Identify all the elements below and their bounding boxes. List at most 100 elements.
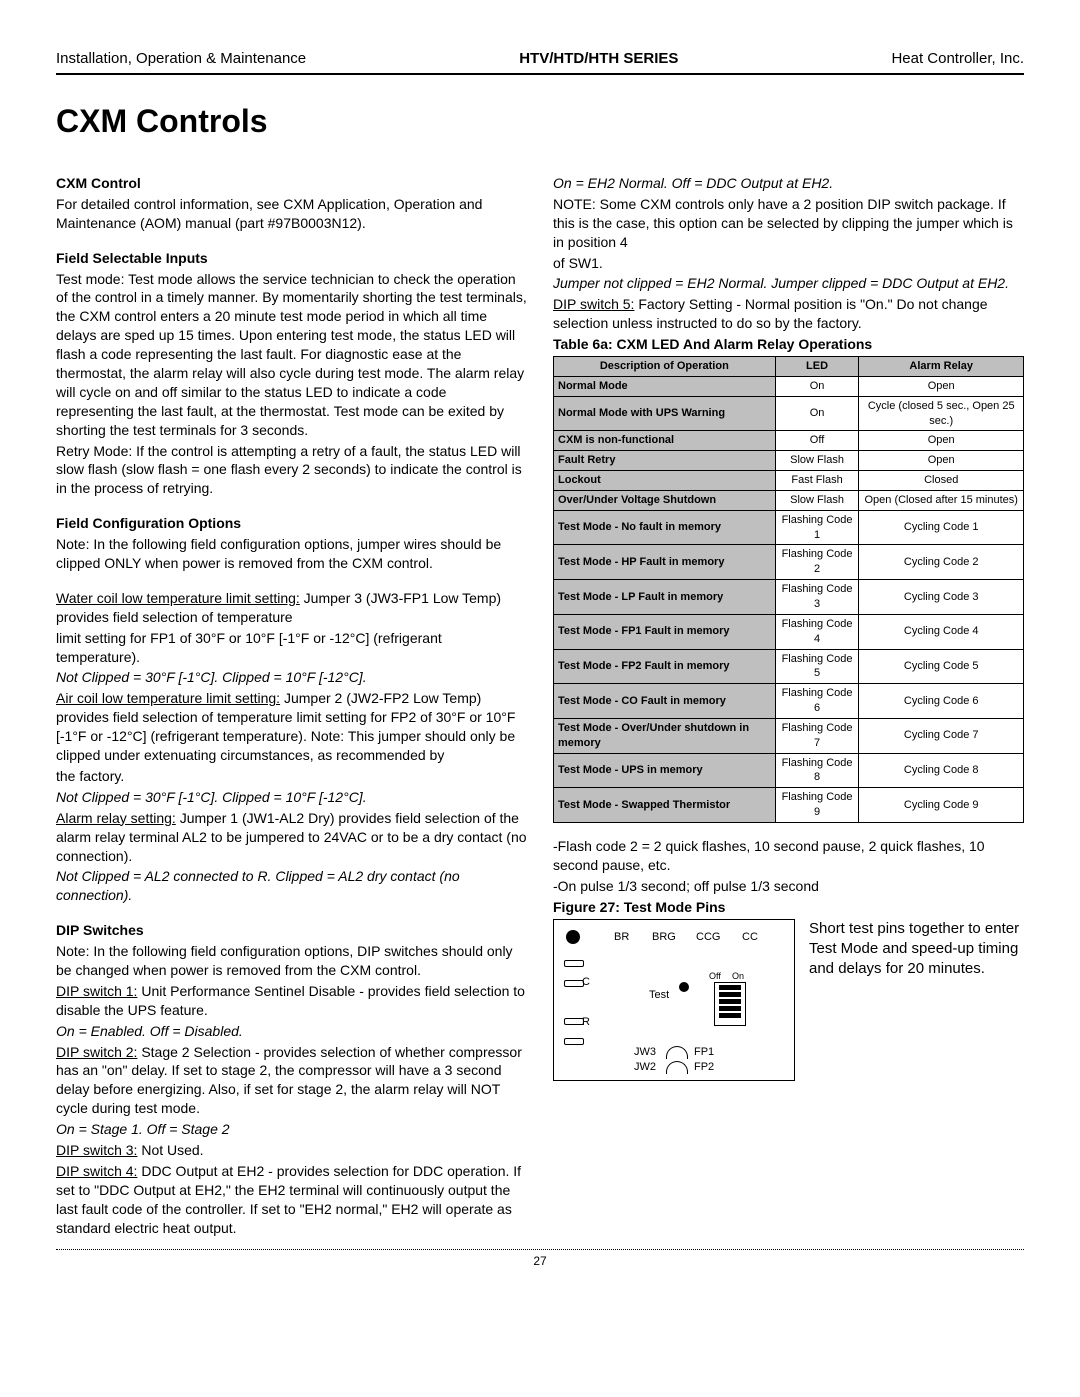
table-cell: Test Mode - FP1 Fault in memory	[554, 614, 776, 649]
italic-text: On = EH2 Normal. Off = DDC Output at EH2…	[553, 174, 1024, 193]
table-row: Over/Under Voltage ShutdownSlow FlashOpe…	[554, 490, 1024, 510]
table-cell: Flashing Code 6	[775, 684, 859, 719]
right-column: On = EH2 Normal. Off = DDC Output at EH2…	[553, 174, 1024, 1239]
text: -Flash code 2 = 2 quick flashes, 10 seco…	[553, 837, 1024, 875]
table-cell: On	[775, 396, 859, 431]
table-cell: Flashing Code 9	[775, 788, 859, 823]
table-row: Test Mode - UPS in memoryFlashing Code 8…	[554, 753, 1024, 788]
header-center: HTV/HTD/HTH SERIES	[519, 50, 678, 67]
table-header: LED	[775, 357, 859, 377]
text: Retry Mode: If the control is attempting…	[56, 442, 527, 499]
page-number: 27	[533, 1254, 546, 1268]
table-cell: Test Mode - FP2 Fault in memory	[554, 649, 776, 684]
table-cell: Normal Mode with UPS Warning	[554, 396, 776, 431]
table-header: Description of Operation	[554, 357, 776, 377]
page-footer: 27	[56, 1249, 1024, 1268]
table-cell: Test Mode - Over/Under shutdown in memor…	[554, 718, 776, 753]
label-cc: CC	[742, 930, 758, 945]
table-cell: Test Mode - LP Fault in memory	[554, 580, 776, 615]
header-bar: Installation, Operation & Maintenance HT…	[56, 50, 1024, 75]
table-cell: CXM is non-functional	[554, 431, 776, 451]
text: the factory.	[56, 767, 527, 786]
table-cell: Flashing Code 5	[775, 649, 859, 684]
underline: DIP switch 1:	[56, 983, 137, 999]
label-fp1: FP1	[694, 1045, 714, 1060]
table-row: Test Mode - HP Fault in memoryFlashing C…	[554, 545, 1024, 580]
table-cell: Lockout	[554, 471, 776, 491]
table-row: Test Mode - Over/Under shutdown in memor…	[554, 718, 1024, 753]
underline: DIP switch 3:	[56, 1142, 137, 1158]
table-cell: Cycling Code 7	[859, 718, 1024, 753]
text: Note: In the following field configurati…	[56, 942, 527, 980]
label-jw3: JW3	[634, 1045, 656, 1060]
table-cell: Slow Flash	[775, 451, 859, 471]
label-jw2: JW2	[634, 1060, 656, 1075]
text: Not Used.	[137, 1142, 203, 1158]
table-cell: Test Mode - CO Fault in memory	[554, 684, 776, 719]
table-cell: Open (Closed after 15 minutes)	[859, 490, 1024, 510]
table-cell: Flashing Code 7	[775, 718, 859, 753]
italic-text: Jumper not clipped = EH2 Normal. Jumper …	[553, 274, 1024, 293]
table-cell: Cycle (closed 5 sec., Open 25 sec.)	[859, 396, 1024, 431]
italic-text: On = Enabled. Off = Disabled.	[56, 1022, 527, 1041]
led-alarm-table: Description of OperationLEDAlarm Relay N…	[553, 356, 1024, 823]
text: DIP switch 4: DDC Output at EH2 - provid…	[56, 1162, 527, 1238]
italic-text: Not Clipped = 30°F [-1°C]. Clipped = 10°…	[56, 668, 527, 687]
table-cell: Cycling Code 9	[859, 788, 1024, 823]
table-cell: Cycling Code 4	[859, 614, 1024, 649]
table-cell: Cycling Code 8	[859, 753, 1024, 788]
text: DIP switch 3: Not Used.	[56, 1141, 527, 1160]
table-cell: On	[775, 376, 859, 396]
label-off: Off	[709, 970, 721, 982]
text: Note: In the following field configurati…	[56, 535, 527, 573]
table-cell: Cycling Code 6	[859, 684, 1024, 719]
table-cell: Flashing Code 1	[775, 510, 859, 545]
table-row: Normal Mode with UPS WarningOnCycle (clo…	[554, 396, 1024, 431]
table-cell: Cycling Code 2	[859, 545, 1024, 580]
table-cell: Flashing Code 3	[775, 580, 859, 615]
slot-icon	[564, 980, 584, 987]
table-cell: Normal Mode	[554, 376, 776, 396]
dot-icon	[679, 982, 689, 992]
table-cell: Open	[859, 376, 1024, 396]
text: -On pulse 1/3 second; off pulse 1/3 seco…	[553, 877, 1024, 896]
slot-icon	[564, 1038, 584, 1045]
arc-icon	[666, 1061, 688, 1074]
label-test: Test	[649, 988, 669, 1003]
slot-icon	[564, 1018, 584, 1025]
heading-field-config-options: Field Configuration Options	[56, 514, 527, 533]
italic-text: On = Stage 1. Off = Stage 2	[56, 1120, 527, 1139]
text: Air coil low temperature limit setting: …	[56, 689, 527, 765]
table-row: Test Mode - FP1 Fault in memoryFlashing …	[554, 614, 1024, 649]
page-title: CXM Controls	[56, 103, 1024, 140]
underline: DIP switch 4:	[56, 1163, 137, 1179]
table-row: Test Mode - No fault in memoryFlashing C…	[554, 510, 1024, 545]
table-cell: Test Mode - No fault in memory	[554, 510, 776, 545]
arc-icon	[666, 1046, 688, 1059]
test-mode-pins-diagram: BR BRG CCG CC C R Test Off On	[553, 919, 795, 1081]
figure-caption: Short test pins together to enter Test M…	[809, 919, 1024, 980]
label-on: On	[732, 970, 744, 982]
table-cell: Cycling Code 3	[859, 580, 1024, 615]
table-cell: Cycling Code 5	[859, 649, 1024, 684]
dip-switch-icon	[714, 982, 746, 1026]
page: Installation, Operation & Maintenance HT…	[0, 0, 1080, 1298]
content-columns: CXM Control For detailed control informa…	[56, 174, 1024, 1239]
table-row: Test Mode - FP2 Fault in memoryFlashing …	[554, 649, 1024, 684]
slot-icon	[564, 960, 584, 967]
table-row: Test Mode - LP Fault in memoryFlashing C…	[554, 580, 1024, 615]
table-cell: Open	[859, 451, 1024, 471]
table-cell: Flashing Code 4	[775, 614, 859, 649]
text: NOTE: Some CXM controls only have a 2 po…	[553, 195, 1024, 252]
heading-cxm-control: CXM Control	[56, 174, 527, 193]
underline: DIP switch 5:	[553, 296, 634, 312]
table-row: LockoutFast FlashClosed	[554, 471, 1024, 491]
label-r: R	[582, 1015, 590, 1030]
table-cell: Flashing Code 8	[775, 753, 859, 788]
table-cell: Fast Flash	[775, 471, 859, 491]
italic-text: Not Clipped = AL2 connected to R. Clippe…	[56, 867, 527, 905]
table-cell: Fault Retry	[554, 451, 776, 471]
text: Test mode: Test mode allows the service …	[56, 270, 527, 440]
header-right: Heat Controller, Inc.	[891, 50, 1024, 67]
italic-text: Not Clipped = 30°F [-1°C]. Clipped = 10°…	[56, 788, 527, 807]
